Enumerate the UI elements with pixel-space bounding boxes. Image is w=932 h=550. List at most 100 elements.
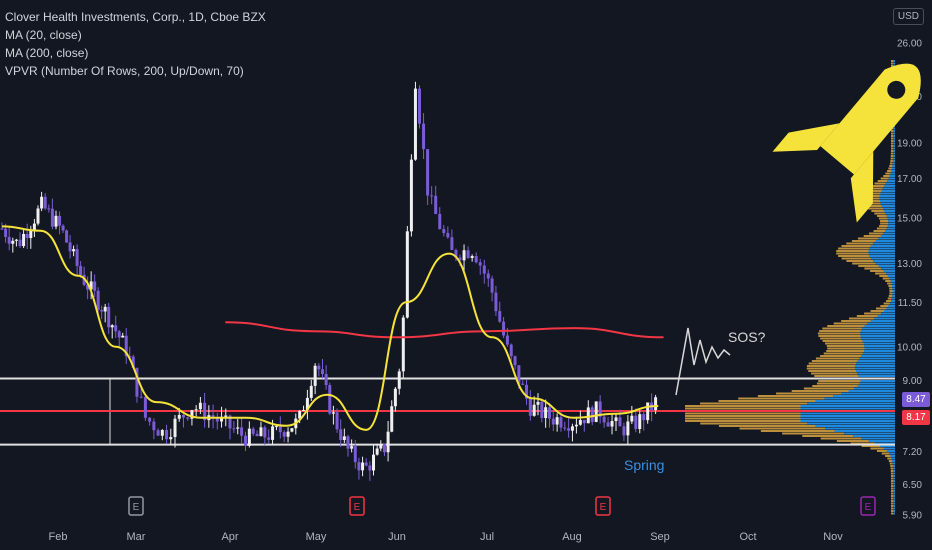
x-tick-label: Nov bbox=[823, 531, 843, 543]
vpvr-bar-up bbox=[893, 130, 895, 132]
vpvr-bar-up bbox=[892, 465, 895, 467]
vpvr-bar-up bbox=[890, 300, 895, 302]
vpvr-bar-up bbox=[878, 265, 895, 267]
candle-body bbox=[282, 432, 286, 437]
vpvr-bar-up bbox=[883, 270, 895, 272]
candle-body bbox=[75, 249, 79, 266]
candle-body bbox=[446, 233, 450, 238]
vpvr-bar-down bbox=[879, 275, 888, 277]
vpvr-bar-down bbox=[883, 302, 890, 305]
vpvr-bar-down bbox=[806, 367, 856, 370]
vpvr-bar-up bbox=[834, 430, 895, 432]
vpvr-bar-down bbox=[889, 165, 893, 167]
vpvr-bar-down bbox=[825, 342, 864, 345]
vpvr-bar-up bbox=[893, 502, 895, 505]
candle-body bbox=[353, 446, 357, 463]
candle-body bbox=[143, 396, 147, 418]
vpvr-bar-down bbox=[841, 245, 871, 247]
vpvr-bar-down bbox=[890, 467, 894, 470]
candle-body bbox=[305, 397, 309, 410]
x-tick-label: Oct bbox=[739, 531, 756, 543]
vpvr-bar-up bbox=[875, 262, 895, 265]
vpvr-bar-up bbox=[873, 260, 895, 262]
vpvr-bar-up bbox=[879, 200, 895, 202]
vpvr-bar-down bbox=[869, 232, 884, 235]
candle-body bbox=[563, 427, 567, 429]
candle-body bbox=[382, 444, 386, 453]
candle-body bbox=[594, 401, 598, 422]
vpvr-bar-up bbox=[868, 440, 895, 442]
currency-badge[interactable]: USD bbox=[892, 8, 924, 25]
vpvr-bar-down bbox=[888, 285, 893, 287]
candle-body bbox=[638, 414, 642, 429]
vpvr-bar-up bbox=[853, 435, 895, 437]
rocket-icon bbox=[772, 63, 921, 223]
vpvr-bar-down bbox=[836, 250, 869, 252]
vpvr-bar-up bbox=[893, 505, 895, 507]
vpvr-bar-up bbox=[889, 175, 895, 177]
candle-body bbox=[602, 416, 606, 423]
vpvr-bar-up bbox=[893, 137, 895, 140]
candle-body bbox=[58, 215, 62, 226]
vpvr-bar-down bbox=[870, 447, 884, 450]
candle-body bbox=[148, 417, 152, 422]
candle-body bbox=[490, 278, 494, 293]
candle-body bbox=[547, 407, 551, 419]
candle-body bbox=[578, 419, 582, 425]
vpvr-bar-up bbox=[861, 355, 895, 357]
candle-body bbox=[559, 417, 563, 428]
vpvr-bar-down bbox=[685, 417, 801, 420]
vpvr-bar-down bbox=[850, 442, 875, 445]
vpvr-bar-down bbox=[887, 282, 892, 285]
vpvr-bar-up bbox=[841, 392, 895, 395]
candle-body bbox=[405, 231, 409, 318]
vpvr-bar-down bbox=[738, 397, 825, 400]
vpvr-bar-down bbox=[887, 457, 892, 460]
vpvr-bar-up bbox=[864, 345, 895, 347]
candle-body bbox=[186, 417, 190, 419]
earnings-marker-label: E bbox=[865, 502, 872, 513]
vpvr-bar-up bbox=[888, 305, 895, 307]
vpvr-bar-down bbox=[886, 300, 891, 302]
indicator-ma200[interactable]: MA (200, close) bbox=[5, 46, 89, 60]
candle-body bbox=[626, 421, 630, 436]
candle-body bbox=[622, 426, 626, 436]
candle-body bbox=[574, 424, 578, 427]
vpvr-bar-down bbox=[878, 217, 888, 220]
vpvr-bar-down bbox=[876, 450, 887, 452]
vpvr-bar-up bbox=[860, 332, 895, 335]
y-tick-label: 19.00 bbox=[897, 139, 922, 150]
indicator-vpvr[interactable]: VPVR (Number Of Rows, 200, Up/Down, 70) bbox=[5, 64, 244, 78]
candle-body bbox=[14, 239, 18, 241]
candle-body bbox=[0, 228, 4, 230]
vpvr-bar-up bbox=[893, 500, 895, 502]
x-tick-label: Jul bbox=[480, 531, 494, 543]
vpvr-bar-up bbox=[893, 472, 895, 475]
y-tick-label: 11.50 bbox=[898, 298, 923, 309]
vpvr-bar-up bbox=[879, 445, 895, 447]
vpvr-bar-up bbox=[893, 470, 895, 472]
vpvr-bar-down bbox=[739, 427, 826, 430]
vpvr-bar-down bbox=[890, 130, 894, 132]
vpvr-bar-down bbox=[890, 465, 893, 467]
vpvr-bar-up bbox=[890, 455, 895, 457]
candle-body bbox=[124, 335, 128, 357]
vpvr-bar-up bbox=[892, 162, 895, 165]
vpvr-bar-down bbox=[890, 147, 894, 150]
vpvr-bar-up bbox=[885, 182, 895, 185]
vpvr-bar-down bbox=[819, 330, 861, 332]
vpvr-bar-down bbox=[841, 320, 871, 322]
candle-body bbox=[610, 421, 614, 427]
candle-body bbox=[544, 407, 548, 418]
vpvr-bar-up bbox=[893, 140, 895, 142]
candle-body bbox=[267, 437, 271, 440]
vpvr-bar-up bbox=[863, 342, 895, 345]
candle-body bbox=[194, 409, 198, 411]
candle-body bbox=[278, 426, 282, 433]
indicator-ma20[interactable]: MA (20, close) bbox=[5, 28, 82, 42]
vpvr-bar-up bbox=[859, 357, 895, 360]
y-tick-label: 7.20 bbox=[903, 447, 923, 458]
candle-body bbox=[117, 331, 121, 338]
